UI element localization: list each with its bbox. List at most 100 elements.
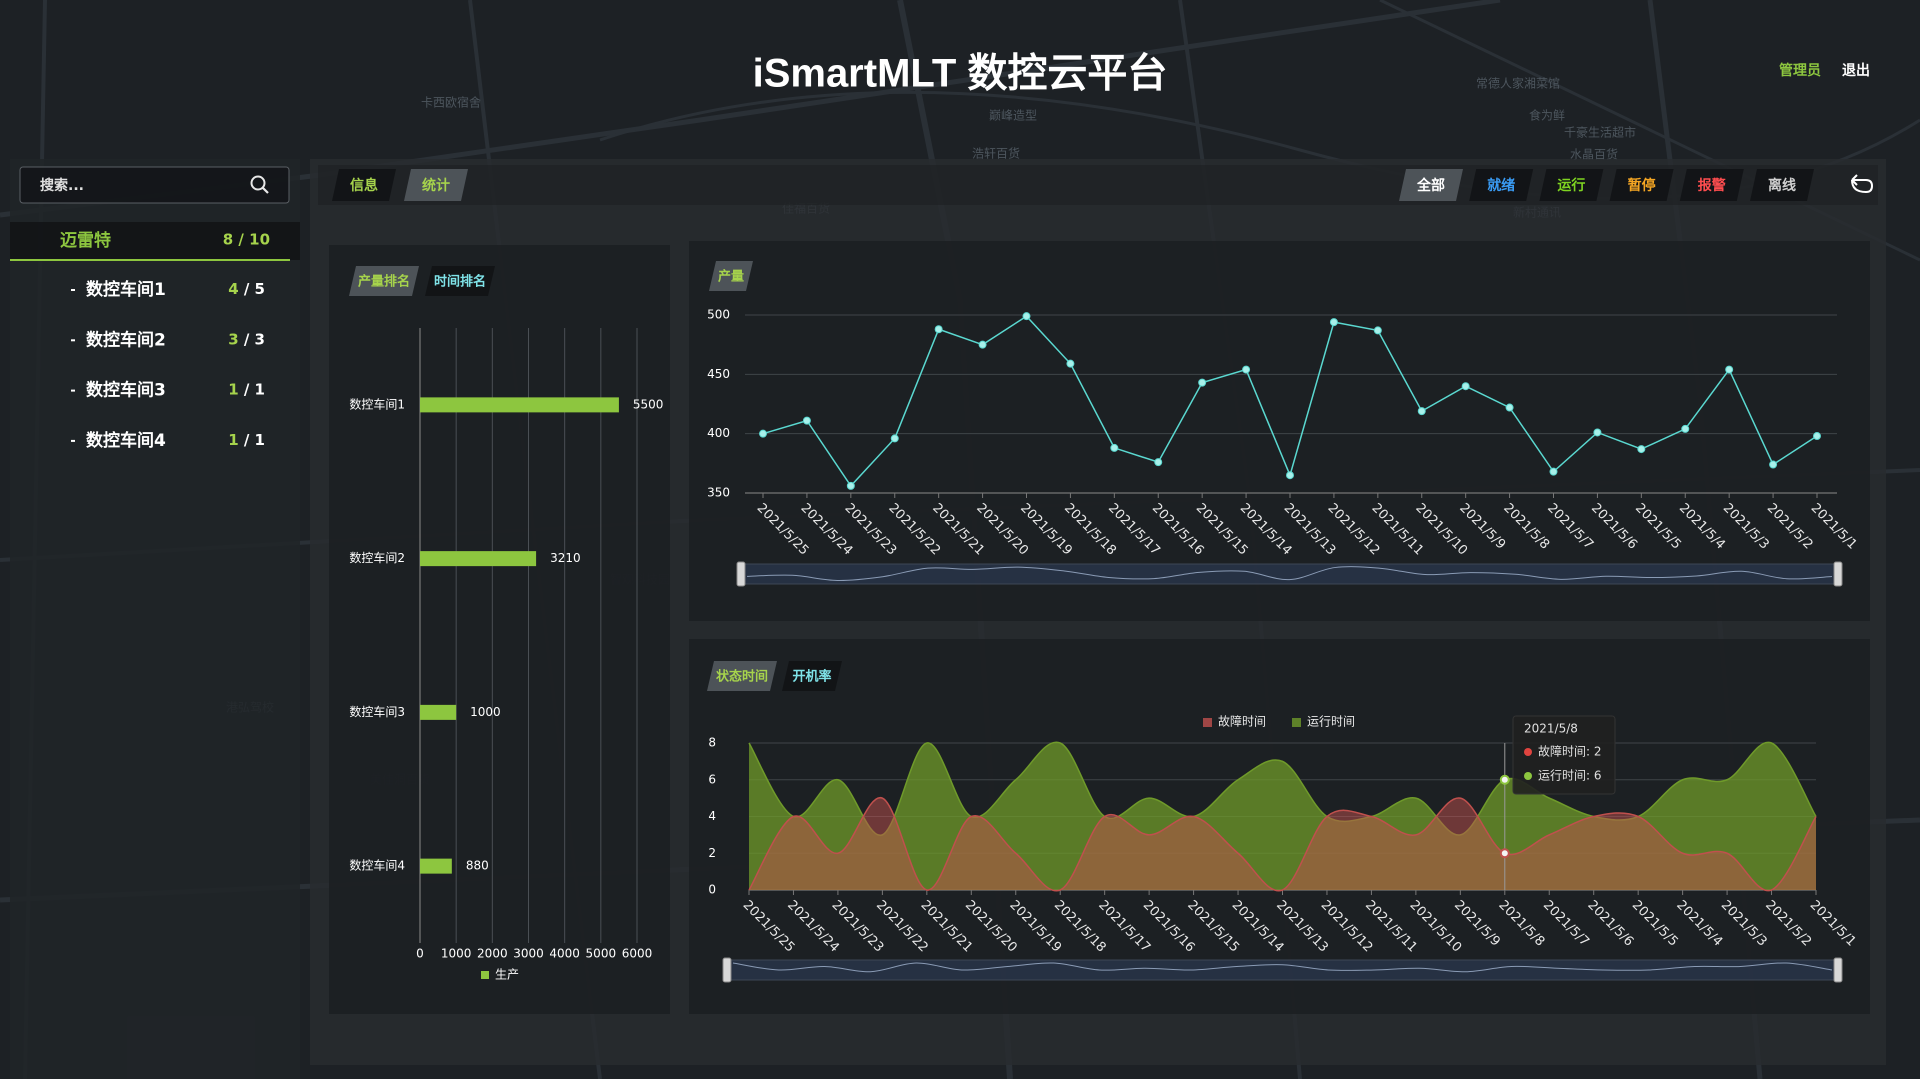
filter-button[interactable] — [1750, 169, 1814, 201]
tooltip-dot — [1524, 748, 1532, 756]
filter-button-label: 暂停 — [1628, 177, 1656, 194]
group-row[interactable] — [10, 222, 300, 260]
filter-button[interactable] — [1679, 169, 1744, 201]
bar — [420, 551, 537, 567]
category-label: 数控车间4 — [349, 858, 405, 873]
back-icon[interactable] — [1851, 174, 1874, 194]
category-label: 数控车间2 — [349, 550, 405, 565]
map-label: 水晶百货 — [1570, 147, 1618, 162]
legend-swatch — [1292, 718, 1301, 727]
point[interactable] — [1725, 365, 1734, 374]
filter-button[interactable] — [1469, 169, 1534, 201]
view-tab[interactable] — [404, 169, 468, 201]
chart-tab[interactable] — [425, 266, 495, 296]
workshop-name: 数控车间4 — [86, 430, 166, 451]
x-tick-label: 3000 — [513, 947, 544, 961]
filter-button-label: 报警 — [1698, 177, 1726, 194]
filter-button-label: 就绪 — [1487, 177, 1515, 194]
point[interactable] — [1329, 318, 1338, 327]
filter-button-label: 离线 — [1768, 177, 1796, 194]
zoom-handle[interactable] — [1833, 957, 1843, 983]
map-label: 常德人家湘菜馆 — [1476, 76, 1560, 91]
legend-swatch — [1203, 718, 1212, 727]
y-tick-label: 0 — [708, 883, 716, 897]
zoom-slider[interactable] — [740, 563, 1839, 585]
y-tick-label: 6 — [708, 772, 716, 786]
x-tick-label: 4000 — [549, 947, 580, 961]
workshop-count: 1 / 1 — [228, 380, 265, 398]
point[interactable] — [1373, 326, 1382, 335]
point[interactable] — [1681, 424, 1690, 433]
point[interactable] — [846, 481, 855, 490]
chart-tab[interactable] — [782, 661, 842, 691]
point[interactable] — [759, 429, 767, 438]
point[interactable] — [1242, 365, 1251, 374]
search-icon[interactable] — [250, 175, 266, 191]
category-label: 数控车间3 — [349, 704, 405, 719]
legend-label[interactable]: 故障时间 — [1218, 714, 1266, 729]
filter-button[interactable] — [1399, 169, 1463, 201]
point[interactable] — [1198, 378, 1207, 387]
point[interactable] — [1286, 471, 1294, 480]
y-tick-label: 4 — [708, 809, 716, 823]
filter-button[interactable] — [1609, 169, 1674, 201]
workshop-count: 3 / 3 — [228, 330, 265, 348]
bar — [420, 704, 457, 720]
point[interactable] — [934, 325, 943, 334]
zoom-handle[interactable] — [736, 561, 746, 587]
workshop-name: 数控车间2 — [86, 329, 166, 350]
chart-tab-label: 状态时间 — [716, 669, 768, 685]
workshop-name: 数控车间1 — [86, 279, 166, 300]
point[interactable] — [1637, 445, 1646, 454]
bullet — [71, 339, 75, 342]
point[interactable] — [1769, 460, 1778, 469]
point[interactable] — [1549, 467, 1558, 476]
zoom-handle[interactable] — [722, 957, 732, 983]
bullet — [71, 389, 75, 392]
chart-tab[interactable] — [349, 266, 419, 296]
zoom-handle[interactable] — [1833, 561, 1843, 587]
filter-button-label: 全部 — [1416, 177, 1445, 194]
view-tabs: 信息 统计 — [332, 169, 468, 201]
logout-button[interactable]: 退出 — [1842, 62, 1870, 79]
bullet — [71, 439, 75, 442]
bar-panel — [329, 245, 670, 1014]
point[interactable] — [1505, 403, 1514, 412]
point[interactable] — [1066, 359, 1075, 368]
view-tab[interactable] — [332, 169, 396, 201]
point[interactable] — [890, 434, 899, 443]
x-tick-label: 6000 — [622, 947, 653, 961]
legend-label[interactable]: 运行时间 — [1307, 715, 1355, 729]
highlight-point — [1499, 774, 1510, 785]
point[interactable] — [1813, 432, 1821, 441]
user-name[interactable]: 管理员 — [1779, 62, 1821, 79]
search-box[interactable] — [19, 166, 290, 204]
point[interactable] — [1461, 382, 1470, 391]
filter-button[interactable] — [1539, 169, 1604, 201]
chart-tab[interactable] — [707, 661, 777, 691]
tooltip-line: 故障时间: 2 — [1538, 744, 1602, 759]
sidebar — [10, 159, 300, 1079]
point[interactable] — [1022, 312, 1031, 321]
point[interactable] — [1593, 428, 1602, 437]
point[interactable] — [1154, 458, 1163, 467]
search-icon-handle — [262, 187, 269, 194]
tooltip-line: 运行时间: 6 — [1538, 769, 1602, 783]
point[interactable] — [1110, 443, 1119, 452]
map-label: 卡西欧宿舍 — [421, 95, 481, 110]
zoom-slider[interactable] — [726, 959, 1839, 981]
view-tab-label: 统计 — [422, 177, 450, 194]
map-label: 千豪生活超市 — [1564, 125, 1636, 140]
point[interactable] — [802, 416, 811, 425]
line-panel — [689, 241, 1870, 621]
group-name: 迈雷特 — [60, 230, 111, 251]
value-label: 1000 — [470, 705, 501, 719]
category-label: 数控车间1 — [349, 396, 405, 411]
chart-tab[interactable] — [709, 261, 753, 291]
point[interactable] — [978, 340, 987, 349]
y-tick-label: 500 — [707, 308, 730, 322]
point[interactable] — [1417, 407, 1426, 416]
